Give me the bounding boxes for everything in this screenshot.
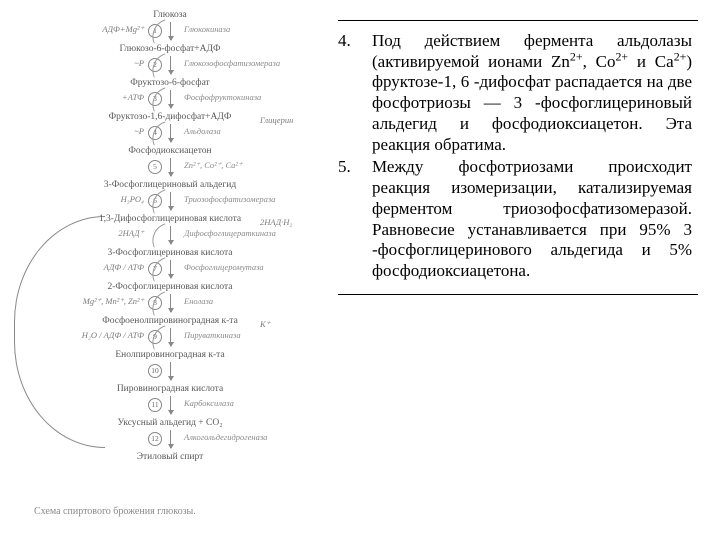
compound-label: Фруктозо-1,6-дифосфат+АДФ (75, 112, 265, 122)
list-item: Под действием фермента альдолазы (активи… (338, 31, 692, 155)
compound-label: Глюкозо-6-фосфат+АДФ (75, 44, 265, 54)
enzyme-label: Алкогольдегидрогеназа (184, 433, 267, 442)
enzyme-label: Дифосфоглицераткиназа (184, 229, 276, 238)
enzyme-label: Триозофосфатизомераза (184, 195, 275, 204)
list-item: Между фосфотриозами происходит реакция и… (338, 157, 692, 281)
enzyme-label: Zn²⁺, Co²⁺, Ca²⁺ (184, 161, 242, 170)
enzyme-label: Глюкозофосфатизомераза (184, 59, 280, 68)
cofactor-right: K⁺ (260, 320, 270, 329)
enzyme-label: Глюкокиназа (184, 25, 230, 34)
compound-label: Этиловый спирт (75, 452, 265, 462)
arrow-down (170, 430, 171, 448)
compound-label: 1,3-Дифосфоглицериновая кислота (75, 214, 265, 224)
cofactor-left: Mg²⁺, Mn²⁺, Zn²⁺ (83, 297, 144, 306)
arrow-down (170, 362, 171, 380)
cofactor-left: АДФ+Mg²⁺ (102, 25, 144, 34)
cofactor-left: ~P (134, 127, 144, 136)
cofactor-left: H₃PO₄ (121, 195, 144, 204)
cofactor-left: АДФ / АТФ (104, 263, 144, 272)
compound-label: Уксусный альдегид + CO₂ (75, 418, 265, 428)
enzyme-label: Карбоксилаза (184, 399, 234, 408)
step-number: 12 (148, 432, 162, 446)
text-column: Под действием фермента альдолазы (активи… (338, 20, 698, 295)
compound-label: Фосфоенолпировиноградная к-та (75, 316, 265, 326)
step-number: 5 (148, 160, 162, 174)
enzyme-label: Пируваткиназа (184, 331, 241, 340)
step-number: 10 (148, 364, 162, 378)
arrow-down (170, 396, 171, 414)
cofactor-left: H₂O / АДФ / АТФ (82, 331, 144, 340)
enzyme-label: Фосфоглицеромутаза (184, 263, 264, 272)
compound-label: Пировиноградная кислота (75, 384, 265, 394)
cofactor-left: ~P (134, 59, 144, 68)
compound-label: 3-Фосфоглицериновая кислота (75, 248, 265, 258)
compound-label: Глюкоза (75, 10, 265, 20)
compound-label: 2-Фосфоглицериновая кислота (75, 282, 265, 292)
step-number: 11 (148, 398, 162, 412)
numbered-list: Под действием фермента альдолазы (активи… (338, 31, 698, 282)
enzyme-label: Альдолаза (184, 127, 221, 136)
diagram-caption: Схема спиртового брожения глюкозы. (34, 506, 196, 517)
compound-label: 3-Фосфоглицериновый альдегид (75, 180, 265, 190)
compound-label: Фруктозо-6-фосфат (75, 78, 265, 88)
enzyme-label: Енолаза (184, 297, 213, 306)
enzyme-label: Фосфофруктокиназа (184, 93, 261, 102)
divider-bottom (338, 294, 698, 295)
arrow-down (170, 158, 171, 176)
cofactor-right: Глицерин (260, 116, 293, 125)
compound-label: Енолпировиноградная к-та (75, 350, 265, 360)
cofactor-right: 2НАД·H₂ (260, 218, 292, 227)
compound-label: Фосфодиоксиацетон (75, 146, 265, 156)
glycolysis-diagram: Глюкоза1ГлюкокиназаАДФ+Mg²⁺Глюкозо-6-фос… (10, 4, 320, 524)
cofactor-left: 2НАД⁺ (118, 229, 144, 238)
cofactor-left: +АТФ (122, 93, 144, 102)
divider-top (338, 20, 698, 21)
